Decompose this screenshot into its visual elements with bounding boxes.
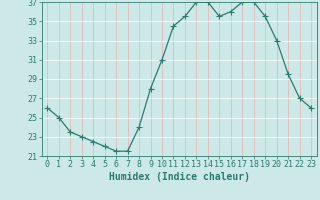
X-axis label: Humidex (Indice chaleur): Humidex (Indice chaleur) (109, 172, 250, 182)
